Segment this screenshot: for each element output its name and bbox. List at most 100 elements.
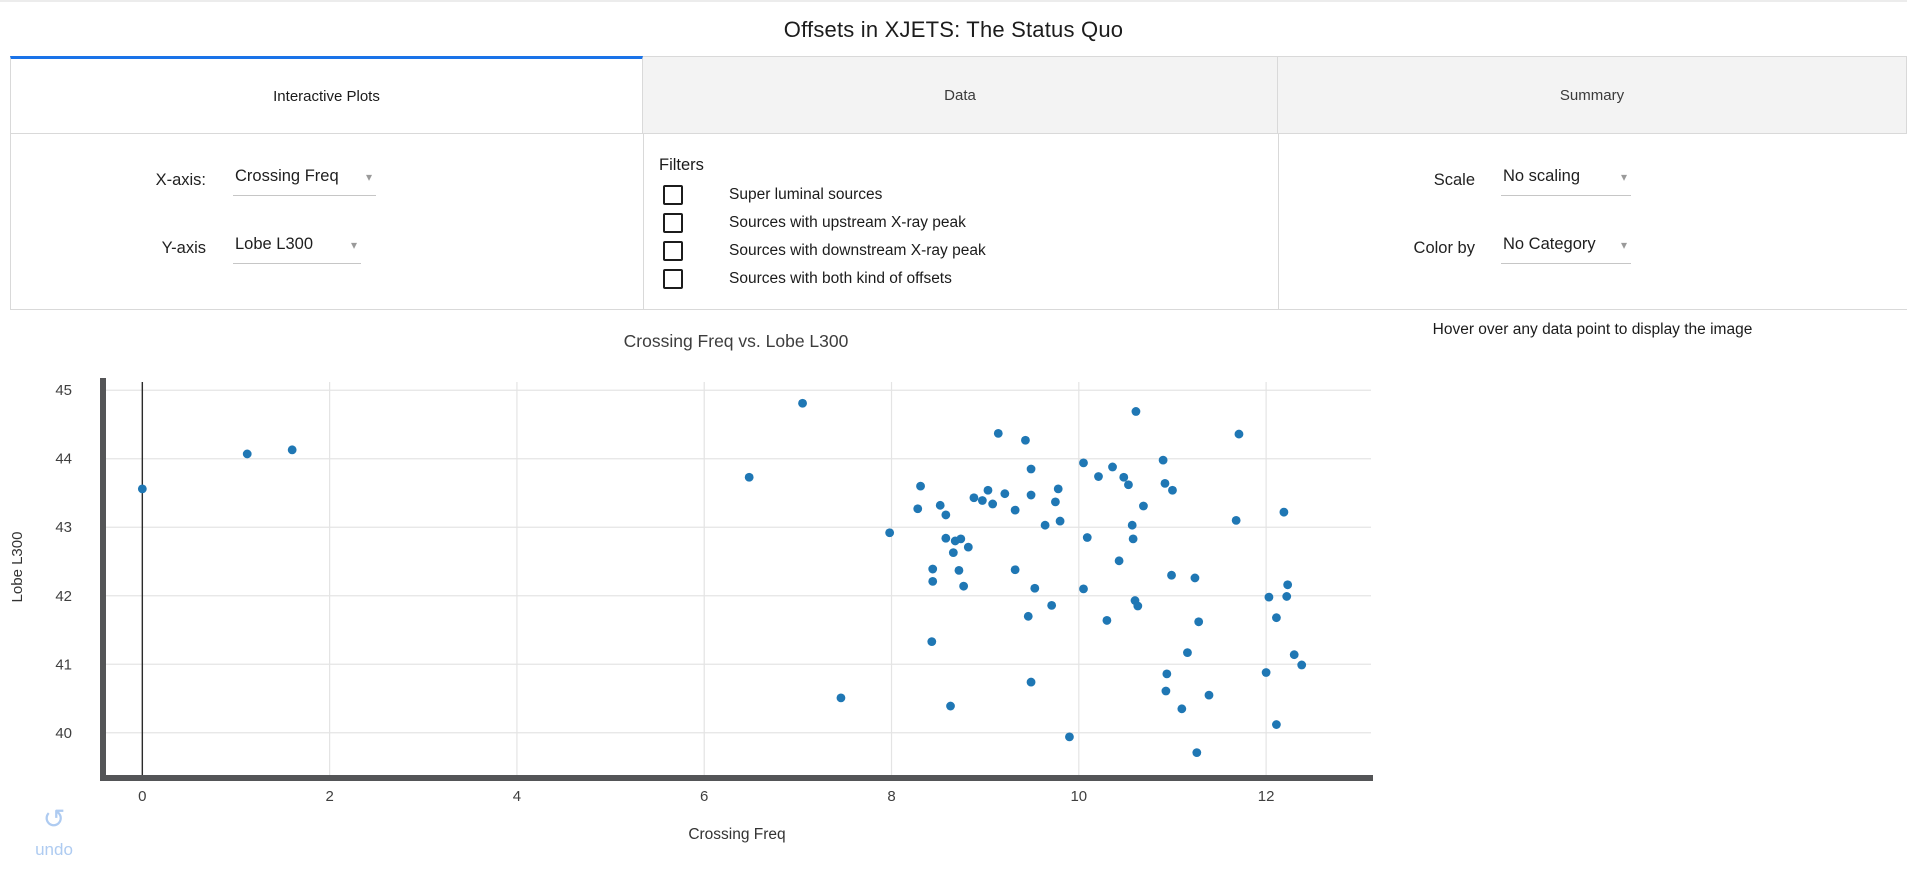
data-point[interactable] (1065, 732, 1074, 742)
data-point[interactable] (1021, 435, 1030, 445)
color-by-select[interactable]: No Category ▾ (1501, 233, 1631, 264)
data-point[interactable] (1079, 458, 1088, 468)
x-axis-spine (100, 775, 1373, 781)
data-point[interactable] (798, 398, 807, 408)
data-point[interactable] (1297, 660, 1307, 670)
data-point[interactable] (1040, 520, 1050, 530)
data-point[interactable] (963, 542, 973, 552)
x-axis-select[interactable]: Crossing Freq ▾ (233, 165, 376, 196)
data-point[interactable] (1192, 748, 1202, 758)
data-point[interactable] (1094, 472, 1103, 481)
data-point[interactable] (1010, 505, 1020, 515)
filter-upstream-xray-peak[interactable]: Sources with upstream X-ray peak (663, 212, 966, 234)
tab-summary[interactable]: Summary (1278, 56, 1907, 134)
data-point[interactable] (1082, 533, 1092, 542)
data-point[interactable] (242, 449, 252, 459)
data-point[interactable] (1108, 462, 1117, 472)
data-point[interactable] (1160, 478, 1170, 488)
data-point[interactable] (993, 428, 1003, 438)
y-axis-select[interactable]: Lobe L300 ▾ (233, 233, 361, 264)
data-point[interactable] (1234, 429, 1244, 439)
data-point[interactable] (1119, 472, 1129, 482)
data-point[interactable] (1053, 484, 1063, 494)
data-point[interactable] (959, 581, 969, 591)
data-point[interactable] (1000, 489, 1010, 499)
data-point[interactable] (1272, 720, 1281, 729)
data-point[interactable] (1282, 592, 1292, 601)
data-point[interactable] (1190, 573, 1200, 583)
data-point[interactable] (1139, 501, 1148, 511)
data-point[interactable] (137, 484, 147, 494)
checkbox-upstream-xray-peak[interactable] (663, 213, 683, 233)
page-title: Offsets in XJETS: The Status Quo (783, 17, 1124, 42)
data-point[interactable] (956, 534, 966, 544)
data-point[interactable] (946, 701, 955, 711)
filter-downstream-xray-peak[interactable]: Sources with downstream X-ray peak (663, 240, 986, 262)
data-point[interactable] (885, 528, 895, 538)
data-point[interactable] (1026, 490, 1036, 500)
data-point[interactable] (1055, 516, 1065, 526)
data-point[interactable] (1177, 704, 1187, 714)
checkbox-both-offsets[interactable] (663, 269, 683, 289)
data-point[interactable] (1026, 677, 1036, 687)
data-point[interactable] (913, 504, 923, 514)
data-point[interactable] (1261, 668, 1271, 677)
data-point[interactable] (1279, 507, 1289, 517)
data-point[interactable] (928, 576, 938, 586)
checkbox-super-luminal[interactable] (663, 185, 683, 205)
data-point[interactable] (948, 548, 958, 557)
data-point[interactable] (1023, 611, 1033, 621)
data-point[interactable] (1264, 592, 1274, 602)
scale-select[interactable]: No scaling ▾ (1501, 165, 1631, 196)
data-point[interactable] (1114, 556, 1124, 566)
tab-interactive-plots[interactable]: Interactive Plots (10, 56, 643, 134)
data-point[interactable] (1047, 600, 1057, 610)
data-point[interactable] (983, 485, 993, 495)
data-point[interactable] (1158, 455, 1168, 465)
data-point[interactable] (1051, 497, 1060, 507)
data-point[interactable] (1204, 690, 1214, 700)
data-point[interactable] (1030, 583, 1040, 593)
data-point[interactable] (916, 481, 925, 491)
filter-label: Super luminal sources (729, 186, 883, 203)
data-point[interactable] (1010, 565, 1020, 575)
data-point[interactable] (941, 510, 951, 520)
data-point[interactable] (1102, 616, 1112, 625)
data-point[interactable] (1168, 485, 1177, 495)
undo-button[interactable]: ↺ undo (26, 806, 82, 860)
data-point[interactable] (1194, 617, 1204, 627)
data-point[interactable] (1289, 650, 1299, 660)
data-point[interactable] (988, 499, 998, 509)
data-point[interactable] (928, 564, 938, 574)
data-point[interactable] (1133, 601, 1143, 611)
data-point[interactable] (1283, 580, 1293, 590)
data-point[interactable] (1131, 407, 1141, 416)
data-point[interactable] (927, 637, 937, 647)
data-point[interactable] (941, 533, 951, 543)
data-point[interactable] (935, 500, 945, 510)
data-point[interactable] (1183, 648, 1192, 658)
scale-label: Scale (1433, 171, 1475, 189)
tab-data[interactable]: Data (643, 56, 1278, 134)
data-point[interactable] (1124, 480, 1133, 490)
filter-both-offsets[interactable]: Sources with both kind of offsets (663, 268, 952, 290)
data-point[interactable] (836, 693, 846, 703)
data-point[interactable] (1167, 570, 1176, 580)
data-point[interactable] (1026, 464, 1036, 474)
filter-super-luminal[interactable]: Super luminal sources (663, 184, 882, 206)
data-point[interactable] (1079, 584, 1088, 594)
data-point[interactable] (744, 472, 754, 482)
checkbox-downstream-xray-peak[interactable] (663, 241, 683, 261)
data-point[interactable] (1162, 669, 1172, 679)
data-point[interactable] (977, 496, 987, 505)
data-point[interactable] (1128, 534, 1138, 544)
data-point[interactable] (287, 445, 297, 455)
data-point[interactable] (1231, 515, 1241, 525)
data-point[interactable] (1272, 613, 1281, 623)
data-point[interactable] (969, 493, 979, 503)
y-tick-label: 43 (55, 519, 72, 536)
data-point[interactable] (1161, 686, 1171, 696)
data-point[interactable] (954, 566, 964, 575)
data-point[interactable] (1127, 520, 1137, 530)
